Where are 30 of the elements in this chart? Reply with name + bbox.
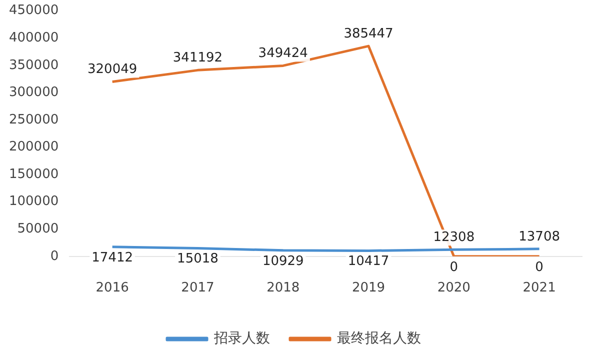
y-tick-label: 50000 — [17, 221, 59, 236]
data-label: 320049 — [88, 62, 138, 78]
y-tick-label: 450000 — [8, 3, 59, 18]
y-tick-label: 150000 — [8, 166, 59, 182]
data-label: 0 — [535, 260, 544, 275]
y-tick-label: 400000 — [8, 30, 59, 46]
data-label: 10929 — [262, 254, 304, 269]
y-tick-label: 350000 — [8, 58, 59, 73]
data-label: 15018 — [177, 252, 218, 267]
x-tick-label: 2018 — [266, 280, 300, 296]
data-label: 341192 — [172, 50, 223, 66]
x-tick-label: 2016 — [96, 280, 129, 296]
data-label: 0 — [450, 260, 458, 275]
y-tick-label: 100000 — [8, 194, 59, 210]
y-tick-label: 250000 — [8, 112, 59, 128]
x-tick-label: 2019 — [352, 280, 386, 296]
legend-label: 招录人数 — [213, 330, 270, 347]
data-label: 13708 — [518, 229, 560, 244]
data-label: 385447 — [344, 26, 394, 42]
x-tick-label: 2020 — [437, 280, 470, 296]
legend-label: 最终报名人数 — [337, 330, 421, 347]
data-label: 10417 — [348, 254, 390, 270]
y-tick-label: 200000 — [8, 140, 59, 155]
y-tick-label: 300000 — [8, 85, 59, 100]
x-tick-label: 2017 — [181, 280, 214, 296]
y-tick-label: 0 — [50, 248, 59, 264]
data-label: 17412 — [92, 250, 134, 266]
data-label: 349424 — [258, 46, 308, 62]
x-tick-label: 2021 — [522, 280, 556, 296]
data-label: 12308 — [433, 230, 475, 246]
